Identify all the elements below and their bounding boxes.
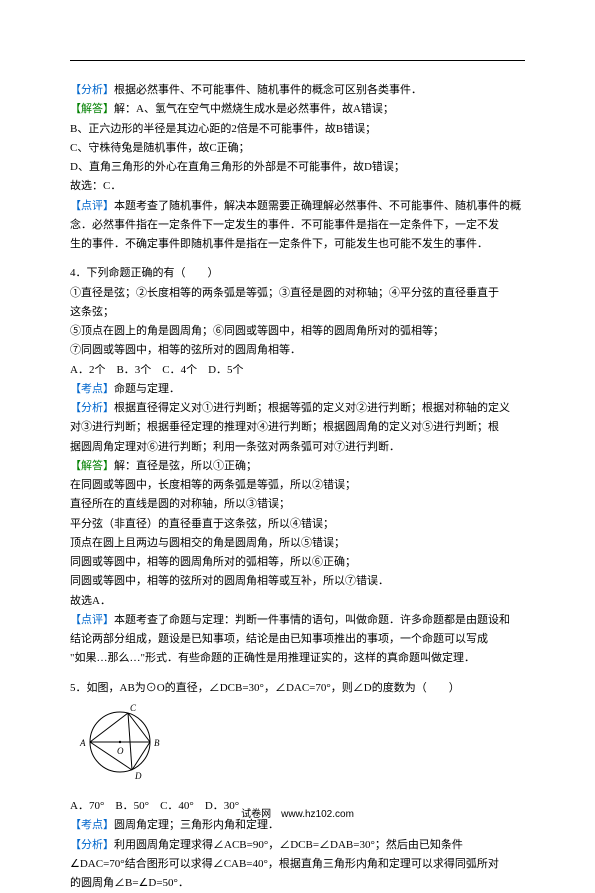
s1-analysis-text: 根据必然事件、不可能事件、随机事件的概念可区别各类事件．	[114, 84, 422, 96]
q4-ans-5: 顶点在圆上且两边与圆相交的角是圆周角，所以⑤错误；	[70, 534, 525, 553]
s1-answer-a: 【解答】解：A、氢气在空气中燃烧生成水是必然事件，故A错误；	[70, 100, 525, 119]
label-b: B	[154, 738, 160, 748]
line-ad	[90, 742, 132, 770]
q4-ans-7: 同圆或等圆中，相等的弦所对的圆周角相等或互补，所以⑦错误．	[70, 572, 525, 591]
label-analysis: 【分析】	[70, 84, 114, 96]
q4-l2: 这条弦；	[70, 303, 525, 322]
s1-answer-d: D、直角三角形的外心在直角三角形的外部是不可能事件，故D错误；	[70, 158, 525, 177]
line-bd	[132, 742, 150, 770]
q4-l3: ⑤顶点在圆上的角是圆周角；⑥同圆或等圆中，相等的圆周角所对的弧相等；	[70, 322, 525, 341]
q4-cm-l2: 结论两部分组成，题设是已知事项，结论是由已知事项推出的事项，一个命题可以写成	[70, 630, 525, 649]
q4-ans-2: 在同圆或等圆中，长度相等的两条弧是等弧，所以②错误；	[70, 476, 525, 495]
line-ac	[90, 713, 128, 742]
spacer-1	[70, 254, 525, 264]
s1-a-text: 解：A、氢气在空气中燃烧生成水是必然事件，故A错误；	[114, 103, 394, 115]
label-a: A	[79, 738, 86, 748]
q4-l1: ①直径是弦；②长度相等的两条弧是等弧；③直径是圆的对称轴；④平分弦的直径垂直于	[70, 284, 525, 303]
s1-comment-l2: 念．必然事件指在一定条件下一定发生的事件．不可能事件是指在一定条件下，一定不发	[70, 216, 525, 235]
q5-an-l1: 【分析】利用圆周角定理求得∠ACB=90°，∠DCB=∠DAB=30°；然后由已…	[70, 836, 525, 855]
label-an: 【分析】	[70, 402, 114, 414]
q4-ans-4: 平分弦（非直径）的直径垂直于这条弦，所以④错误；	[70, 515, 525, 534]
s1-answer-c: C、守株待兔是随机事件，故C正确；	[70, 139, 525, 158]
q4-c1: 本题考查了命题与定理：判断一件事情的语句，叫做命题．许多命题都是由题设和	[114, 614, 510, 626]
label-an5: 【分析】	[70, 839, 114, 851]
label-comment: 【点评】	[70, 200, 114, 212]
s1-answer-sel: 故选：C．	[70, 177, 525, 196]
q4-an-l2: 对③进行判断；根据垂径定理的推理对④进行判断；根据圆周角的定义对⑤进行判断；根	[70, 418, 525, 437]
q4-l4: ⑦同圆或等圆中，相等的弦所对的圆周角相等．	[70, 341, 525, 360]
q4-cm-l3: "如果…那么…"形式．有些命题的正确性是用推理证实的，这样的真命题叫做定理．	[70, 649, 525, 668]
circle-diagram: A B C D O	[70, 704, 180, 784]
label-c: C	[130, 704, 137, 713]
q4-kp-text: 命题与定理．	[114, 383, 180, 395]
s1-comment-l3: 生的事件．不确定事件即随机事件是指在一定条件下，可能发生也可能不发生的事件．	[70, 235, 525, 254]
label-answer: 【解答】	[70, 103, 114, 115]
q4-opts: A．2个 B．3个 C．4个 D．5个	[70, 361, 525, 380]
spacer-2	[70, 669, 525, 679]
s1-answer-b: B、正六边形的半径是其边心距的2倍是不可能事件，故B错误；	[70, 120, 525, 139]
q4-an-l3: 据圆周角定理对⑥进行判断；利用一条弦对两条弧可对⑦进行判断．	[70, 438, 525, 457]
label-kp: 【考点】	[70, 383, 114, 395]
footer-brand: 试卷网	[241, 809, 271, 820]
footer-url: www.hz102.com	[281, 809, 354, 820]
q5-an-l3: 的圆周角∠B=∠D=50°．	[70, 874, 525, 893]
label-o: O	[117, 746, 124, 756]
label-d: D	[134, 771, 142, 781]
q4-stem: 4．下列命题正确的有（ ）	[70, 264, 525, 283]
q4-ans-6: 同圆或等圆中，相等的圆周角所对的弧相等，所以⑥正确；	[70, 553, 525, 572]
q4-ans-1: 【解答】解：直径是弦，所以①正确；	[70, 457, 525, 476]
q4-kp: 【考点】命题与定理．	[70, 380, 525, 399]
q4-ans-3: 直径所在的直线是圆的对称轴，所以③错误；	[70, 495, 525, 514]
q5-stem: 5．如图，AB为⊙O的直径，∠DCB=30°，∠DAC=70°，则∠D的度数为（…	[70, 679, 525, 698]
top-rule	[70, 60, 525, 61]
page-content: 【分析】根据必然事件、不可能事件、随机事件的概念可区别各类事件． 【解答】解：A…	[70, 81, 525, 893]
q4-a1: 解：直径是弦，所以①正确；	[114, 460, 257, 472]
s1-c1: 本题考查了随机事件，解决本题需要正确理解必然事件、不可能事件、随机事件的概	[114, 200, 521, 212]
label-ans: 【解答】	[70, 460, 114, 472]
q4-an1: 根据直径得定义对①进行判断；根据等弧的定义对②进行判断；根据对称轴的定义	[114, 402, 510, 414]
label-kp5: 【考点】	[70, 819, 114, 831]
q5-an-l2: ∠DAC=70°结合图形可以求得∠CAB=40°，根据直角三角形内角和定理可以求…	[70, 855, 525, 874]
page-footer: 试卷网 www.hz102.com	[0, 805, 595, 820]
s1-comment-l1: 【点评】本题考查了随机事件，解决本题需要正确理解必然事件、不可能事件、随机事件的…	[70, 197, 525, 216]
q5-figure: A B C D O	[70, 704, 525, 791]
center-dot	[119, 741, 121, 743]
label-cm: 【点评】	[70, 614, 114, 626]
q4-ans-sel: 故选A．	[70, 592, 525, 611]
q5-an1: 利用圆周角定理求得∠ACB=90°，∠DCB=∠DAB=30°；然后由已知条件	[114, 839, 463, 851]
q4-an-l1: 【分析】根据直径得定义对①进行判断；根据等弧的定义对②进行判断；根据对称轴的定义	[70, 399, 525, 418]
s1-analysis: 【分析】根据必然事件、不可能事件、随机事件的概念可区别各类事件．	[70, 81, 525, 100]
q4-cm-l1: 【点评】本题考查了命题与定理：判断一件事情的语句，叫做命题．许多命题都是由题设和	[70, 611, 525, 630]
q5-kp-text: 圆周角定理；三角形内角和定理．	[114, 819, 279, 831]
